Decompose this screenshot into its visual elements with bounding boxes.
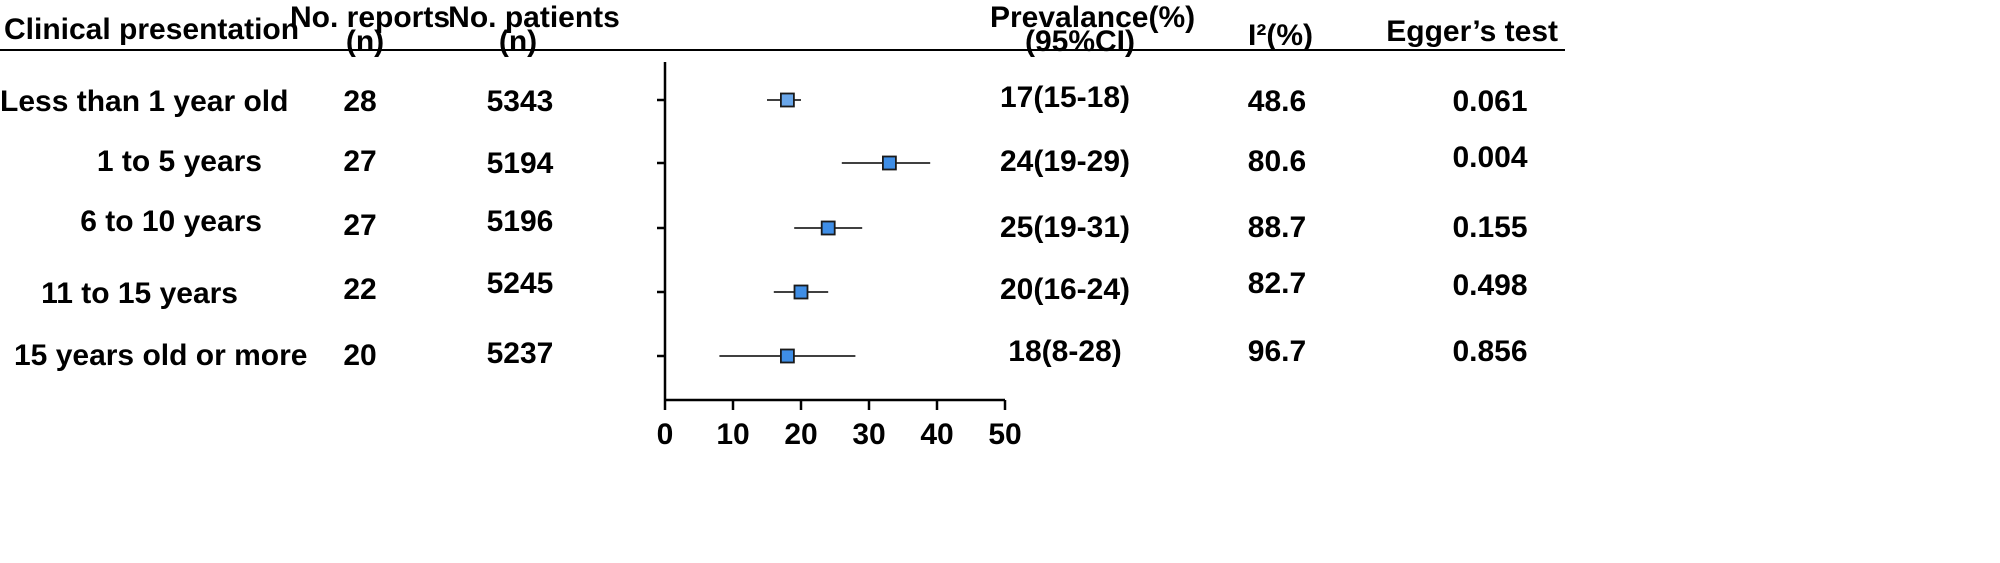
row-egger: 0.061 (1452, 85, 1528, 118)
row-i2: 88.7 (1247, 211, 1307, 244)
plot-area: 0 10 20 30 40 50 (657, 62, 1022, 451)
row-label: Less than 1 year old (0, 85, 289, 118)
row-patients: 5237 (486, 337, 554, 370)
x-tick-label: 10 (716, 418, 749, 451)
point-estimate-marker (780, 348, 795, 364)
row-reports: 20 (343, 339, 377, 372)
row-label: 11 to 15 years (41, 277, 238, 310)
row-patients: 5245 (486, 267, 554, 300)
row-prevalence: 24(19-29) (999, 145, 1131, 178)
header-reports-line1: No. reports (290, 1, 451, 34)
row-reports: 27 (343, 209, 377, 242)
header-patients-line2: (n) (498, 25, 538, 58)
header-prevalence-line2: (95%CI) (1024, 25, 1136, 58)
row-patients: 5343 (486, 85, 554, 118)
point-estimate-marker (780, 92, 795, 108)
row-egger: 0.155 (1452, 211, 1528, 244)
row-reports: 27 (343, 145, 377, 178)
row-egger: 0.498 (1452, 269, 1528, 302)
x-tick-label: 40 (920, 418, 953, 451)
row-prevalence: 18(8-28) (1008, 335, 1122, 368)
row-prevalence: 17(15-18) (999, 81, 1131, 114)
row-patients: 5194 (486, 147, 554, 180)
row-label: 15 years old or more (14, 339, 308, 372)
row-egger: 0.004 (1452, 141, 1528, 174)
row-i2: 80.6 (1247, 145, 1307, 178)
point-estimate-marker (882, 155, 897, 171)
row-prevalence: 25(19-31) (999, 211, 1131, 244)
row-i2: 96.7 (1247, 335, 1307, 368)
row-i2: 82.7 (1247, 267, 1307, 300)
row-i2: 48.6 (1247, 85, 1307, 118)
point-estimate-marker (793, 284, 809, 300)
header-prevalence-line1: Prevalance(%) (990, 1, 1196, 34)
row-label: 6 to 10 years (80, 205, 262, 238)
x-tick-label: 50 (988, 418, 1021, 451)
row-egger: 0.856 (1452, 335, 1528, 368)
header-patients-line1: No. patients (448, 1, 620, 34)
header-reports-line2: (n) (345, 25, 385, 58)
x-tick-label: 20 (784, 418, 817, 451)
row-patients: 5196 (486, 205, 554, 238)
row-reports: 28 (343, 85, 377, 118)
row-prevalence: 20(16-24) (999, 273, 1131, 306)
x-tick-label: 30 (852, 418, 885, 451)
point-estimate-marker (820, 220, 836, 236)
header-i2: I²(%) (1248, 19, 1313, 52)
header-clinical-presentation: Clinical presentation (4, 13, 300, 46)
x-tick-label: 0 (657, 418, 674, 451)
row-reports: 22 (343, 273, 377, 306)
header-egger: Egger’s test (1386, 15, 1558, 48)
row-label: 1 to 5 years (96, 145, 262, 178)
